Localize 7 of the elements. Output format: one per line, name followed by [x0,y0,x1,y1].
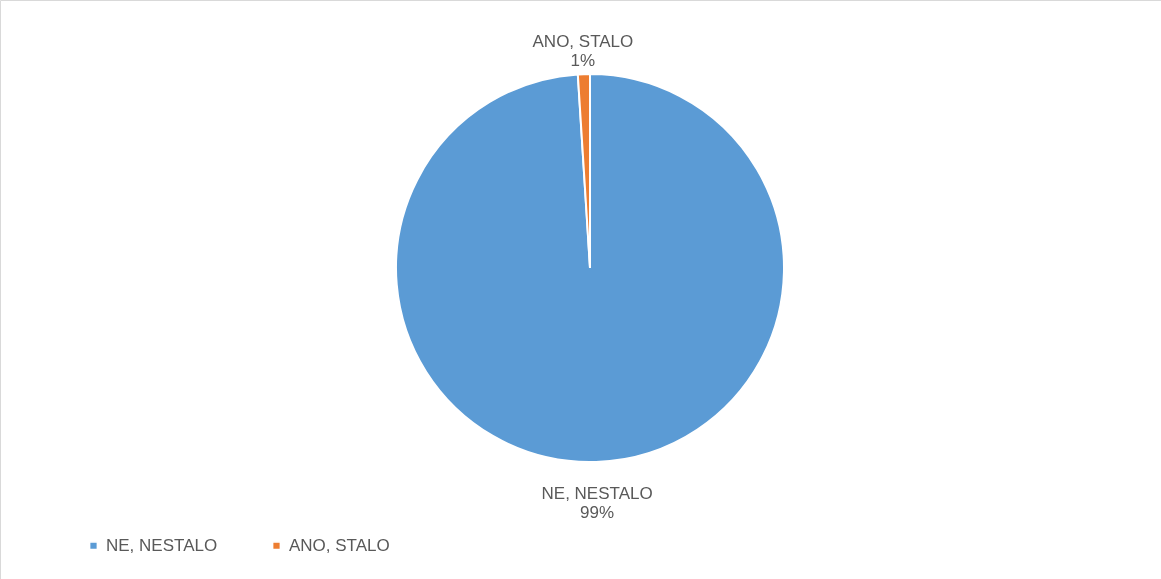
legend-label: NE, NESTALO [106,535,218,555]
data-label: 1% [570,51,596,71]
slice-label: ANO, STALO [532,32,634,52]
data-label: 99% [580,502,615,522]
pie-slice [395,73,785,463]
slice-label: NE, NESTALO [541,483,653,503]
legend-label: ANO, STALO [289,535,390,555]
